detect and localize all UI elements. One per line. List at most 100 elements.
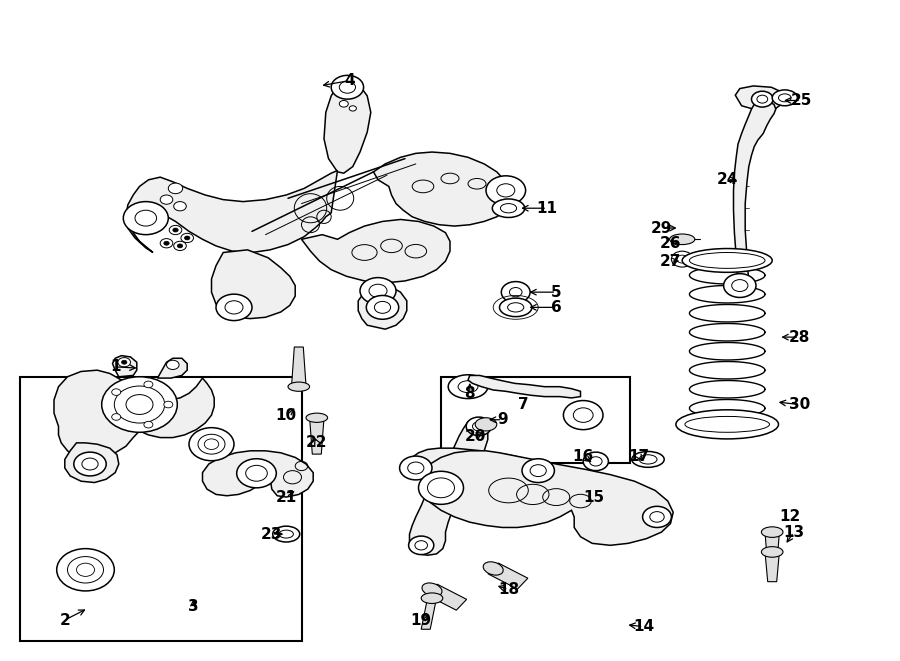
Ellipse shape bbox=[181, 233, 194, 243]
Ellipse shape bbox=[509, 288, 522, 297]
Ellipse shape bbox=[632, 451, 664, 467]
Bar bbox=[20, 377, 302, 641]
Text: 1: 1 bbox=[110, 360, 121, 374]
Text: 24: 24 bbox=[716, 173, 738, 187]
Ellipse shape bbox=[671, 251, 693, 267]
Ellipse shape bbox=[772, 90, 797, 106]
Ellipse shape bbox=[339, 100, 348, 107]
Polygon shape bbox=[212, 250, 295, 319]
Text: 8: 8 bbox=[464, 386, 475, 401]
Ellipse shape bbox=[500, 298, 532, 317]
Ellipse shape bbox=[174, 241, 186, 251]
Ellipse shape bbox=[724, 274, 756, 297]
Circle shape bbox=[144, 381, 153, 388]
Circle shape bbox=[237, 459, 276, 488]
Ellipse shape bbox=[492, 199, 525, 217]
Polygon shape bbox=[765, 532, 779, 566]
Text: 19: 19 bbox=[410, 613, 432, 627]
Ellipse shape bbox=[288, 382, 310, 391]
Ellipse shape bbox=[677, 255, 688, 263]
Ellipse shape bbox=[349, 106, 356, 111]
Ellipse shape bbox=[174, 202, 186, 211]
Ellipse shape bbox=[472, 422, 485, 431]
Ellipse shape bbox=[169, 225, 182, 235]
Text: 14: 14 bbox=[633, 619, 654, 634]
Ellipse shape bbox=[486, 176, 526, 205]
Ellipse shape bbox=[483, 562, 503, 575]
Ellipse shape bbox=[422, 583, 442, 596]
Ellipse shape bbox=[68, 557, 104, 583]
Circle shape bbox=[166, 360, 179, 369]
Polygon shape bbox=[765, 552, 779, 582]
Circle shape bbox=[112, 389, 121, 395]
Text: 17: 17 bbox=[628, 449, 650, 463]
Text: 3: 3 bbox=[188, 600, 199, 614]
Ellipse shape bbox=[761, 547, 783, 557]
Ellipse shape bbox=[184, 236, 190, 240]
Ellipse shape bbox=[563, 401, 603, 430]
Polygon shape bbox=[112, 356, 137, 377]
Text: 20: 20 bbox=[464, 429, 486, 444]
Ellipse shape bbox=[135, 210, 157, 226]
Ellipse shape bbox=[573, 408, 593, 422]
Ellipse shape bbox=[508, 303, 524, 312]
Ellipse shape bbox=[173, 228, 178, 232]
Text: 4: 4 bbox=[344, 73, 355, 88]
Text: 10: 10 bbox=[275, 408, 297, 422]
Text: 6: 6 bbox=[551, 300, 562, 315]
Text: 28: 28 bbox=[788, 330, 810, 344]
Ellipse shape bbox=[732, 280, 748, 292]
Ellipse shape bbox=[650, 512, 664, 522]
Text: 29: 29 bbox=[651, 221, 672, 235]
Ellipse shape bbox=[522, 459, 554, 483]
Polygon shape bbox=[734, 100, 776, 283]
Text: 22: 22 bbox=[306, 436, 328, 450]
Text: 27: 27 bbox=[660, 254, 681, 268]
Ellipse shape bbox=[331, 75, 364, 99]
Circle shape bbox=[126, 395, 153, 414]
Polygon shape bbox=[735, 86, 785, 110]
Text: 26: 26 bbox=[660, 236, 681, 251]
Ellipse shape bbox=[168, 183, 183, 194]
Circle shape bbox=[757, 95, 768, 103]
Ellipse shape bbox=[400, 456, 432, 480]
Ellipse shape bbox=[369, 284, 387, 297]
Text: 15: 15 bbox=[583, 490, 605, 504]
Polygon shape bbox=[302, 219, 450, 283]
Polygon shape bbox=[292, 347, 306, 385]
Ellipse shape bbox=[279, 530, 293, 538]
Polygon shape bbox=[410, 448, 542, 489]
Ellipse shape bbox=[428, 478, 454, 498]
Text: 7: 7 bbox=[518, 397, 529, 412]
Polygon shape bbox=[374, 152, 511, 226]
Text: 2: 2 bbox=[59, 613, 70, 627]
Ellipse shape bbox=[225, 301, 243, 314]
Text: 30: 30 bbox=[788, 397, 810, 412]
Ellipse shape bbox=[448, 375, 488, 399]
Polygon shape bbox=[421, 451, 673, 545]
Ellipse shape bbox=[409, 536, 434, 555]
Text: 5: 5 bbox=[551, 285, 562, 299]
Ellipse shape bbox=[160, 239, 173, 248]
Circle shape bbox=[122, 360, 127, 364]
Circle shape bbox=[102, 377, 177, 432]
Ellipse shape bbox=[123, 202, 168, 235]
Ellipse shape bbox=[408, 462, 424, 474]
Circle shape bbox=[144, 421, 153, 428]
Ellipse shape bbox=[421, 593, 443, 603]
Text: 12: 12 bbox=[779, 510, 801, 524]
Polygon shape bbox=[410, 420, 488, 555]
Ellipse shape bbox=[475, 418, 497, 431]
Circle shape bbox=[118, 358, 130, 367]
Ellipse shape bbox=[76, 563, 94, 576]
Ellipse shape bbox=[530, 465, 546, 477]
Ellipse shape bbox=[761, 527, 783, 537]
Polygon shape bbox=[468, 375, 580, 398]
Ellipse shape bbox=[639, 455, 657, 464]
Ellipse shape bbox=[583, 452, 608, 471]
Text: 16: 16 bbox=[572, 449, 594, 463]
Ellipse shape bbox=[643, 506, 671, 527]
Ellipse shape bbox=[306, 413, 328, 422]
Ellipse shape bbox=[415, 541, 428, 550]
Ellipse shape bbox=[273, 526, 300, 542]
